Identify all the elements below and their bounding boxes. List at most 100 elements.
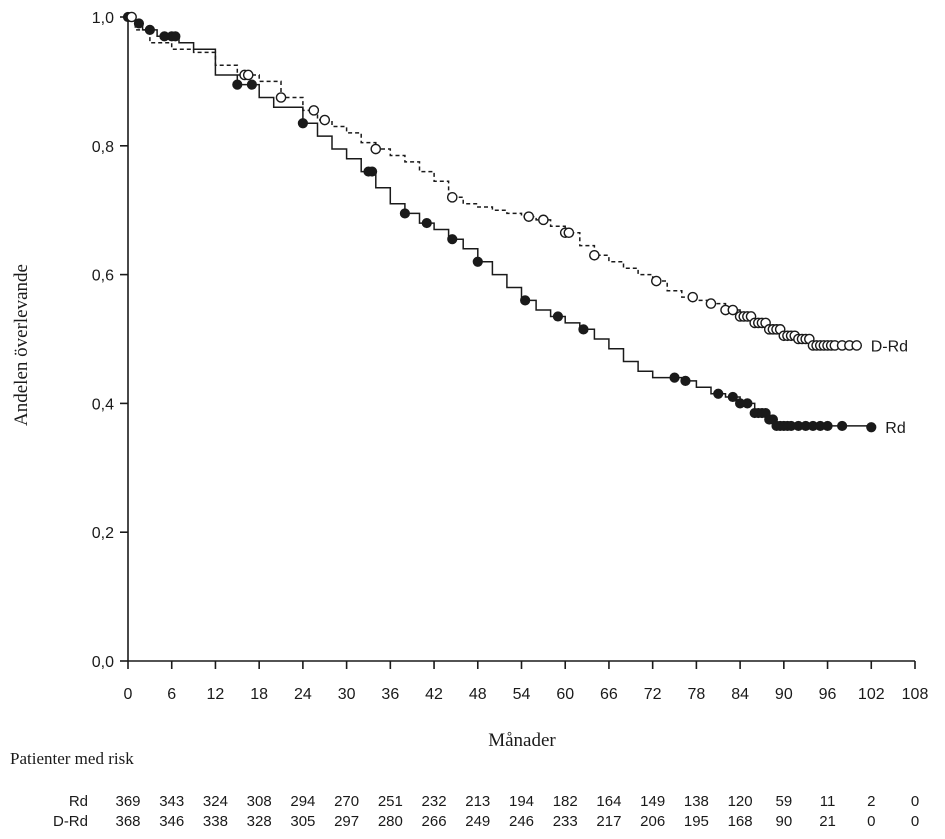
risk-cell: 59 — [775, 793, 792, 810]
risk-cell: 251 — [378, 793, 403, 810]
censor-mark — [232, 79, 243, 90]
series-label-d-rd: D-Rd — [871, 338, 908, 355]
y-tick-label: 1,0 — [92, 10, 114, 27]
risk-cell: 328 — [247, 813, 272, 830]
risk-cell: 232 — [422, 793, 447, 810]
risk-cell: 90 — [775, 813, 792, 830]
x-tick-label: 66 — [600, 686, 618, 703]
censor-mark — [651, 275, 662, 287]
censor-mark — [520, 295, 531, 306]
risk-cell: 21 — [819, 813, 836, 830]
censor-mark — [866, 422, 877, 433]
censor-mark — [563, 227, 575, 239]
risk-cell: 164 — [596, 793, 621, 810]
risk-cell: 324 — [203, 793, 228, 810]
x-tick-label: 18 — [250, 686, 268, 703]
censor-mark — [552, 311, 564, 322]
x-tick-label: 48 — [469, 686, 487, 703]
risk-cell: 0 — [867, 813, 875, 830]
x-tick-label: 6 — [167, 686, 176, 703]
censor-mark — [133, 18, 145, 29]
censor-mark — [370, 143, 382, 155]
risk-cell: 11 — [820, 793, 836, 810]
censor-mark — [126, 11, 137, 23]
risk-cell: 270 — [334, 793, 359, 810]
censor-mark — [447, 234, 458, 245]
risk-cell: 308 — [247, 793, 272, 810]
x-tick-label: 12 — [207, 686, 225, 703]
risk-table-title: Patienter med risk — [10, 749, 134, 768]
x-tick-label: 96 — [819, 686, 837, 703]
x-tick-label: 78 — [687, 686, 705, 703]
risk-cell: 343 — [159, 793, 184, 810]
y-tick-label: 0,0 — [92, 654, 114, 671]
x-tick-label: 108 — [902, 686, 929, 703]
censor-mark — [538, 214, 549, 226]
risk-row-label: D-Rd — [53, 813, 88, 830]
risk-cell: 368 — [115, 813, 140, 830]
x-tick-label: 84 — [731, 686, 749, 703]
x-tick-label: 72 — [644, 686, 662, 703]
x-tick-label: 42 — [425, 686, 443, 703]
x-tick-label: 102 — [858, 686, 885, 703]
censor-mark — [705, 298, 717, 309]
x-tick-label: 60 — [556, 686, 574, 703]
series-group: Rd D-Rd — [122, 11, 908, 437]
censor-mark — [319, 114, 331, 126]
x-axis-label: Månader — [488, 730, 556, 751]
censor-mark — [246, 79, 257, 90]
x-tick-label: 24 — [294, 686, 312, 703]
risk-cell: 195 — [684, 813, 709, 830]
censor-mark — [713, 388, 724, 399]
risk-cell: 120 — [728, 793, 753, 810]
censor-mark — [837, 420, 848, 432]
censor-mark — [297, 118, 308, 129]
censor-mark — [399, 208, 411, 219]
risk-cell: 217 — [596, 813, 621, 830]
censor-mark — [680, 375, 691, 386]
censor-mark — [446, 192, 458, 203]
x-tick-label: 36 — [381, 686, 399, 703]
series-d-rd: D-Rd — [126, 11, 908, 355]
series-label-rd: Rd — [885, 420, 905, 437]
risk-cell: 346 — [159, 813, 184, 830]
x-tick-label: 30 — [338, 686, 356, 703]
risk-table: Rd 369 343 324 308 294 270 251 232 213 194 182 164 14… — [53, 793, 919, 830]
censor-mark — [523, 211, 535, 222]
censor-mark — [367, 166, 378, 177]
y-tick-label: 0,6 — [92, 268, 114, 285]
censor-mark — [687, 291, 699, 303]
censor-mark — [727, 304, 739, 316]
y-tick-label: 0,2 — [92, 525, 114, 542]
risk-cell: 246 — [509, 813, 534, 830]
censor-mark — [275, 92, 287, 103]
x-tick-label: 90 — [775, 686, 793, 703]
risk-cell: 2 — [867, 793, 875, 810]
censor-mark — [669, 372, 680, 383]
x-tick-label: 0 — [124, 686, 133, 703]
risk-cell: 206 — [640, 813, 665, 830]
series-line-rd — [128, 16, 873, 428]
risk-cell: 149 — [640, 793, 665, 810]
labels-group: Andelen överlevande Månader Patienter me… — [10, 264, 556, 768]
risk-row-label: Rd — [69, 793, 88, 810]
censor-mark — [242, 69, 254, 81]
risk-cell: 338 — [203, 813, 228, 830]
y-axis-label: Andelen överlevande — [11, 264, 32, 426]
risk-cell: 168 — [728, 813, 753, 830]
risk-cell: 213 — [465, 793, 490, 810]
censor-mark — [851, 340, 863, 351]
censor-mark — [742, 398, 753, 409]
y-tick-label: 0,4 — [92, 396, 114, 413]
risk-cell: 233 — [553, 813, 578, 830]
risk-cell: 249 — [465, 813, 490, 830]
censor-mark — [472, 256, 483, 267]
censor-mark — [421, 217, 432, 229]
risk-cell: 297 — [334, 813, 359, 830]
risk-cell: 182 — [553, 793, 578, 810]
y-tick-label: 0,8 — [92, 139, 114, 156]
risk-cell: 294 — [290, 793, 315, 810]
censor-mark — [308, 105, 320, 116]
axes: 0,0 0,2 0,4 0,6 0,8 1,0 0 6 12 18 24 30 36 42 48 54 60 66… — [92, 10, 929, 703]
